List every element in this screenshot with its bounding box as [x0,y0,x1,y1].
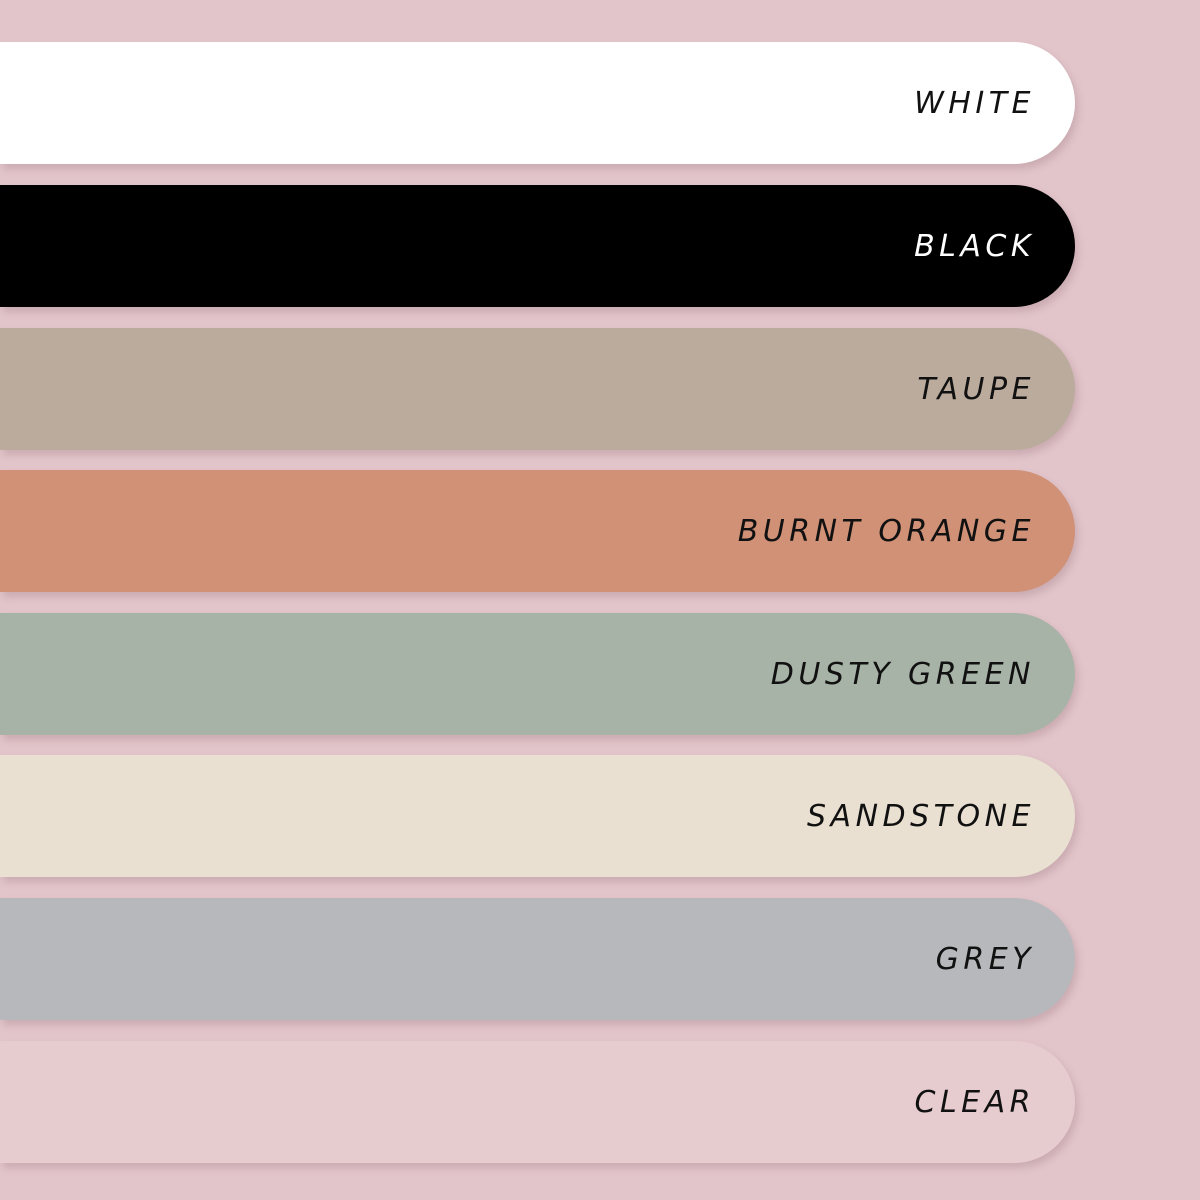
swatch-burnt-orange: BURNT ORANGE [0,470,1075,592]
swatch-black: BLACK [0,185,1075,307]
swatch-label: BURNT ORANGE [737,513,1035,549]
swatch-grey: GREY [0,898,1075,1020]
swatch-label: BLACK [914,228,1035,264]
swatch-taupe: TAUPE [0,328,1075,450]
swatch-label: WHITE [914,85,1035,121]
swatch-label: CLEAR [914,1084,1035,1120]
swatch-label: TAUPE [917,371,1035,407]
swatch-label: SANDSTONE [807,798,1035,834]
swatch-label: GREY [935,941,1035,977]
swatch-clear: CLEAR [0,1041,1075,1163]
swatch-sandstone: SANDSTONE [0,755,1075,877]
swatch-dusty-green: DUSTY GREEN [0,613,1075,735]
swatch-label: DUSTY GREEN [770,656,1035,692]
swatch-white: WHITE [0,42,1075,164]
